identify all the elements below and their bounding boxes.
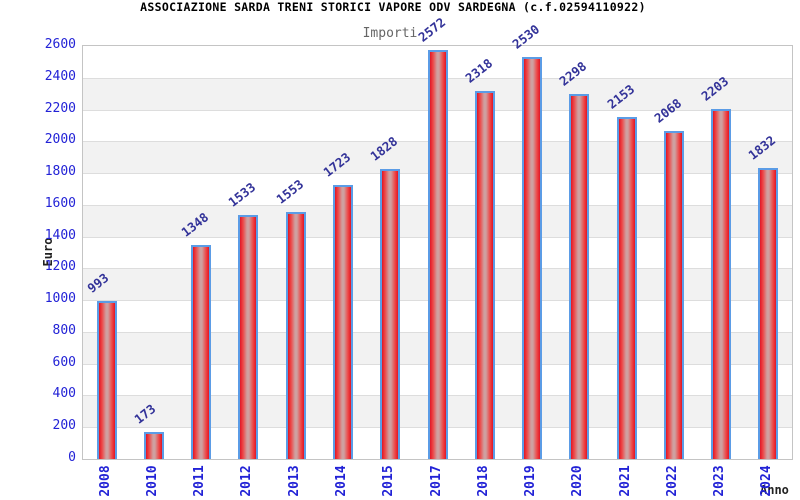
y-tick-label: 2400 [44, 68, 76, 84]
bar-2022 [664, 131, 684, 459]
y-tick-label: 2200 [44, 100, 76, 116]
y-tick-label: 1400 [44, 227, 76, 243]
y-tick-label: 1000 [44, 291, 76, 307]
y-tick-label: 0 [68, 450, 76, 465]
x-tick-label: 2020 [570, 465, 585, 497]
x-tick-label: 2008 [98, 465, 113, 497]
bar-2010 [144, 432, 164, 459]
y-tick-label: 1200 [44, 259, 76, 275]
x-tick-label: 2024 [759, 465, 774, 497]
bar-2023 [711, 109, 731, 459]
bar-2008 [97, 301, 117, 459]
plot-area [82, 45, 793, 460]
x-tick-label: 2014 [334, 465, 349, 497]
bar-2015 [380, 169, 400, 459]
bar-2020 [569, 94, 589, 459]
x-tick-label: 2011 [192, 465, 207, 497]
y-tick-label: 800 [52, 322, 76, 338]
x-tick-label: 2019 [523, 465, 538, 497]
x-tick-label: 2018 [476, 465, 491, 497]
y-tick-label: 400 [52, 386, 76, 402]
y-tick-label: 1600 [44, 195, 76, 211]
bar-2013 [286, 212, 306, 459]
y-tick-label: 1800 [44, 164, 76, 180]
bar-2017 [428, 50, 448, 459]
bar-2024 [758, 168, 778, 459]
x-tick-label: 2021 [618, 465, 633, 497]
x-tick-label: 2010 [145, 465, 160, 497]
x-tick-label: 2022 [665, 465, 680, 497]
y-tick-label: 600 [52, 354, 76, 370]
chart-subtitle: Importi [362, 26, 418, 41]
x-tick-label: 2012 [239, 465, 254, 497]
y-tick-label: 2000 [44, 132, 76, 148]
x-axis-label: Anno [760, 483, 789, 497]
x-tick-label: 2023 [712, 465, 727, 497]
x-tick-label: 2017 [429, 465, 444, 497]
bar-2014 [333, 185, 353, 459]
y-tick-label: 2600 [44, 37, 76, 52]
chart-title: ASSOCIAZIONE SARDA TRENI STORICI VAPORE … [140, 0, 646, 14]
bar-2019 [522, 57, 542, 459]
x-tick-label: 2015 [381, 465, 396, 497]
bar-2011 [191, 245, 211, 459]
x-tick-label: 2013 [287, 465, 302, 497]
y-tick-label: 200 [52, 418, 76, 434]
bar-2018 [475, 91, 495, 459]
bar-2021 [617, 117, 637, 459]
bar-2012 [238, 215, 258, 459]
